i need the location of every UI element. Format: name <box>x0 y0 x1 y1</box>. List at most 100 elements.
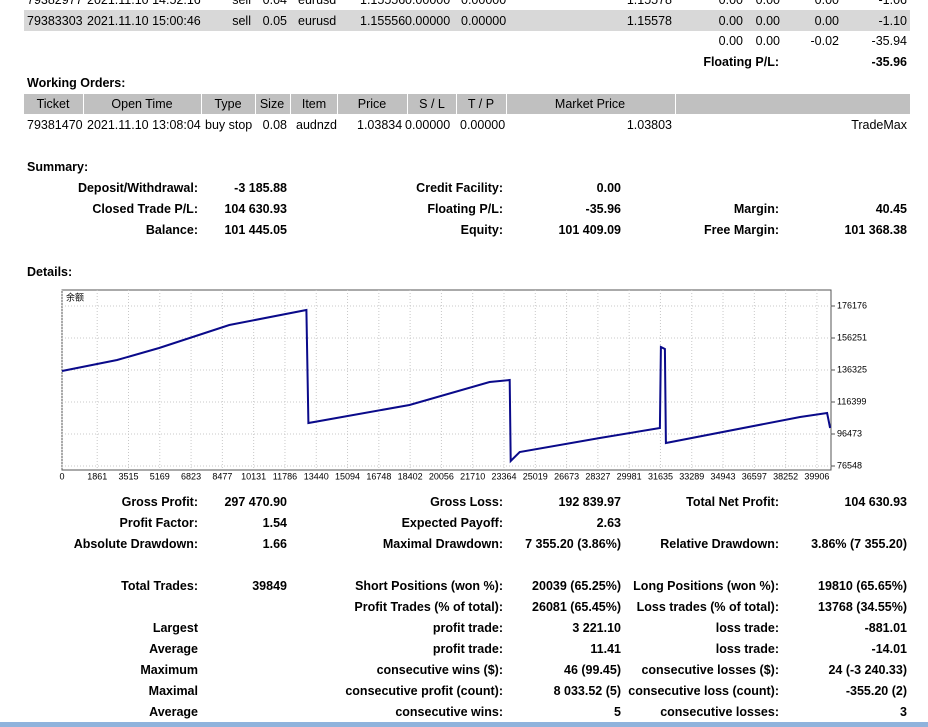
summary-cell: Deposit/Withdrawal: <box>77 181 198 195</box>
legend-label: 余额 <box>66 291 84 302</box>
header-cell: Price <box>357 97 387 111</box>
x-tick-label: 36597 <box>742 471 767 481</box>
x-tick-label: 18402 <box>398 471 423 481</box>
summary-cell: Margin: <box>733 202 779 216</box>
y-tick-label: 156251 <box>837 332 867 342</box>
trade-cell: 79382977 <box>27 0 83 7</box>
total-cell: 0.00 <box>755 34 780 48</box>
x-tick-label: 26673 <box>554 471 579 481</box>
x-tick-label: 16748 <box>366 471 391 481</box>
header-cell: Size <box>259 97 285 111</box>
trade-cell: 0.00000 <box>461 14 507 28</box>
x-tick-label: 25019 <box>523 471 548 481</box>
x-tick-label: 33289 <box>679 471 704 481</box>
x-tick-label: 11786 <box>273 471 297 481</box>
stat-cell: Long Positions (won %): <box>633 579 779 593</box>
trade-cell: 0.05 <box>262 14 287 28</box>
summary-cell: -3 185.88 <box>234 181 287 195</box>
x-tick-label: 23364 <box>491 471 516 481</box>
row-highlight <box>24 10 910 31</box>
separator <box>506 94 507 114</box>
x-tick-label: 28327 <box>585 471 610 481</box>
stat-cell: 13768 (34.55%) <box>818 600 907 614</box>
stat-cell: consecutive profit (count): <box>345 684 503 698</box>
header-cell: T / P <box>467 97 495 111</box>
trade-cell: 0.00 <box>814 0 839 7</box>
order-cell: buy stop <box>205 118 253 132</box>
order-cell: 1.03803 <box>626 118 672 132</box>
summary-cell: 0.00 <box>596 181 621 195</box>
stat-cell: consecutive losses: <box>660 705 779 719</box>
x-tick-label: 1861 <box>87 471 107 481</box>
summary-cell: Credit Facility: <box>416 181 503 195</box>
trade-cell: 0.00 <box>755 0 780 7</box>
header-cell: Open Time <box>111 97 173 111</box>
floating-label: Floating P/L: <box>703 55 779 69</box>
x-tick-label: 10131 <box>241 471 266 481</box>
order-cell: 79381470 <box>27 118 83 132</box>
stat-cell: Short Positions (won %): <box>355 579 503 593</box>
x-tick-label: 8477 <box>212 471 232 481</box>
stat-cell: Gross Loss: <box>430 495 503 509</box>
trade-cell: 0.00000 <box>405 0 451 7</box>
summary-cell: -35.96 <box>585 202 621 216</box>
stat-cell: Profit Trades (% of total): <box>354 600 503 614</box>
order-cell: 0.08 <box>262 118 287 132</box>
stat-cell: profit trade: <box>432 642 503 656</box>
stat-cell: Loss trades (% of total): <box>636 600 779 614</box>
trade-cell: sell <box>232 0 251 7</box>
trade-cell: 0.00 <box>755 14 780 28</box>
separator <box>201 94 202 114</box>
trade-cell: 0.00 <box>718 0 743 7</box>
separator <box>290 94 291 114</box>
total-cell: -35.94 <box>871 34 907 48</box>
trade-cell: 0.00000 <box>461 0 507 7</box>
trade-cell: -1.10 <box>878 14 908 28</box>
stat-cell: 11.41 <box>590 642 621 656</box>
summary-cell: 101 368.38 <box>844 223 907 237</box>
stat-cell: 297 470.90 <box>224 495 287 509</box>
order-cell: 0.00000 <box>460 118 506 132</box>
stat-cell: consecutive losses ($): <box>641 663 779 677</box>
header-cell: Item <box>301 97 327 111</box>
trade-cell: 1.15578 <box>626 0 672 7</box>
trade-cell: 1.15578 <box>626 14 672 28</box>
stat-cell: -881.01 <box>864 621 907 635</box>
x-tick-label: 13440 <box>304 471 329 481</box>
summary-cell: Floating P/L: <box>427 202 503 216</box>
order-cell: 1.03834 <box>357 118 403 132</box>
y-tick-label: 176176 <box>837 300 867 310</box>
trade-cell: 2021.11.10 14:52:16 <box>87 0 201 7</box>
y-tick-label: 76548 <box>837 460 862 470</box>
stat-cell: 3.86% (7 355.20) <box>811 537 907 551</box>
x-tick-label: 38252 <box>773 471 798 481</box>
floating-value: -35.96 <box>871 55 907 69</box>
order-cell: audnzd <box>296 118 338 132</box>
stat-cell: consecutive loss (count): <box>628 684 779 698</box>
stat-cell: Total Trades: <box>121 579 198 593</box>
plot-area <box>61 289 832 471</box>
stat-cell: Absolute Drawdown: <box>73 537 198 551</box>
header-cell: S / L <box>419 97 445 111</box>
stat-cell: 8 033.52 (5) <box>553 684 621 698</box>
stat-cell: 5 <box>614 705 621 719</box>
total-cell: -0.02 <box>810 34 840 48</box>
section-title: Details: <box>27 265 73 279</box>
x-tick-label: 6823 <box>181 471 201 481</box>
stat-cell: 3 221.10 <box>572 621 621 635</box>
bottom-strip <box>0 722 928 727</box>
summary-cell: 40.45 <box>875 202 907 216</box>
stat-cell: Largest <box>152 621 198 635</box>
summary-cell: Equity: <box>460 223 503 237</box>
x-tick-label: 31635 <box>648 471 673 481</box>
x-tick-label: 29981 <box>617 471 642 481</box>
stat-cell: consecutive wins: <box>395 705 503 719</box>
stat-cell: 1.66 <box>262 537 287 551</box>
section-title: Working Orders: <box>27 76 126 90</box>
trade-cell: 0.00000 <box>405 14 451 28</box>
stat-cell: 24 (-3 240.33) <box>828 663 907 677</box>
summary-cell: 101 445.05 <box>224 223 287 237</box>
stat-cell: -14.01 <box>871 642 907 656</box>
stat-cell: Profit Factor: <box>119 516 198 530</box>
